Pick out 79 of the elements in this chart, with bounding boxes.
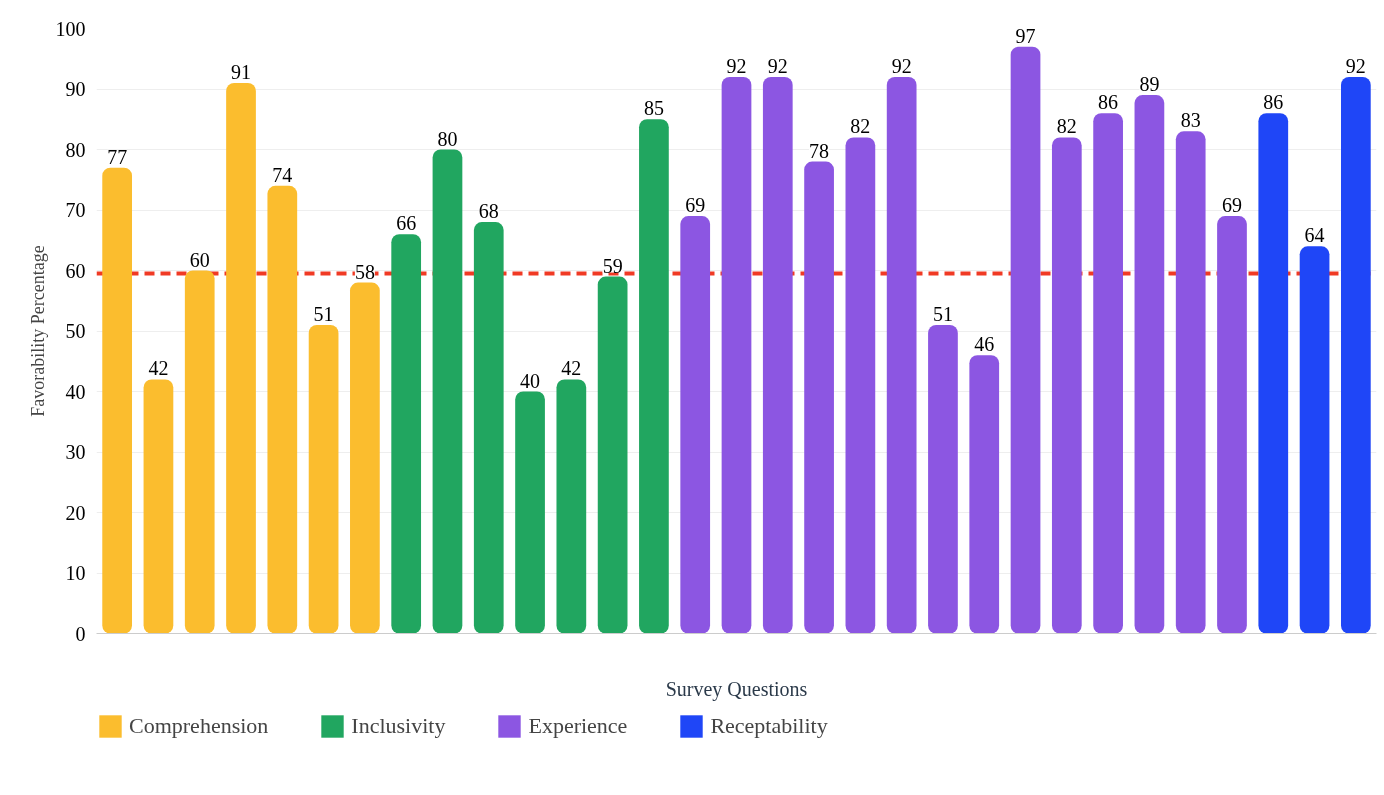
bar bbox=[639, 119, 669, 634]
legend-label: Comprehension bbox=[129, 713, 269, 739]
bar bbox=[391, 234, 422, 634]
data-label: 86 bbox=[1098, 91, 1119, 114]
data-label: 60 bbox=[189, 248, 210, 271]
y-tick-label: 100 bbox=[55, 17, 86, 40]
data-label: 51 bbox=[313, 302, 334, 325]
bar bbox=[350, 282, 380, 634]
bar bbox=[1134, 95, 1165, 634]
bar bbox=[721, 76, 752, 634]
data-label: 78 bbox=[809, 139, 830, 162]
data-label: 92 bbox=[1345, 54, 1366, 77]
data-label: 42 bbox=[148, 357, 169, 380]
x-axis-title: Survey Questions bbox=[665, 677, 808, 701]
bar bbox=[226, 82, 256, 634]
legend-label: Receptability bbox=[710, 713, 828, 739]
bar bbox=[1299, 246, 1330, 634]
bar bbox=[1093, 113, 1123, 634]
data-label: 66 bbox=[396, 212, 417, 235]
legend-label: Inclusivity bbox=[351, 713, 446, 739]
data-label: 68 bbox=[478, 200, 499, 223]
bar bbox=[762, 76, 793, 634]
data-label: 82 bbox=[850, 115, 871, 138]
bar bbox=[1051, 137, 1082, 634]
bar bbox=[432, 149, 463, 634]
y-tick-label: 40 bbox=[65, 380, 86, 403]
bar bbox=[886, 76, 917, 634]
y-axis-title: Favorability Percentage bbox=[27, 245, 48, 417]
data-label: 89 bbox=[1139, 73, 1160, 96]
bar bbox=[308, 324, 339, 634]
data-label: 97 bbox=[1015, 24, 1036, 47]
bar bbox=[597, 276, 628, 634]
data-label: 59 bbox=[602, 254, 623, 277]
y-tick-label: 80 bbox=[65, 138, 86, 161]
bar bbox=[473, 222, 504, 634]
data-label: 85 bbox=[643, 97, 664, 120]
bar bbox=[143, 379, 174, 634]
data-label: 69 bbox=[1221, 194, 1242, 217]
data-label: 77 bbox=[107, 145, 128, 168]
data-label: 64 bbox=[1304, 224, 1325, 247]
data-label: 86 bbox=[1263, 91, 1284, 114]
bar bbox=[1340, 76, 1371, 634]
bar bbox=[1258, 113, 1289, 634]
data-label: 69 bbox=[685, 194, 706, 217]
bar bbox=[556, 379, 587, 634]
data-label: 42 bbox=[561, 357, 582, 380]
bar bbox=[845, 137, 876, 634]
bar bbox=[515, 391, 545, 634]
bar bbox=[184, 270, 215, 634]
data-label: 58 bbox=[354, 260, 375, 283]
data-label: 92 bbox=[726, 54, 747, 77]
data-label: 40 bbox=[520, 369, 541, 392]
y-tick-label: 60 bbox=[65, 259, 86, 282]
legend-label: Experience bbox=[528, 713, 628, 739]
data-label: 83 bbox=[1180, 109, 1201, 132]
y-tick-label: 70 bbox=[65, 199, 86, 221]
data-label: 80 bbox=[437, 127, 458, 150]
y-tick-label: 0 bbox=[75, 622, 86, 645]
bar bbox=[680, 216, 711, 634]
bar bbox=[102, 167, 133, 634]
y-tick-label: 20 bbox=[65, 501, 86, 524]
data-label: 74 bbox=[272, 163, 293, 186]
bar bbox=[1175, 131, 1206, 634]
bar bbox=[1010, 46, 1041, 634]
bar bbox=[804, 161, 834, 634]
bar bbox=[267, 185, 298, 634]
data-label: 92 bbox=[767, 54, 788, 77]
bar bbox=[928, 324, 958, 634]
data-label: 46 bbox=[974, 333, 995, 356]
y-tick-label: 10 bbox=[65, 562, 86, 584]
data-label: 91 bbox=[231, 60, 252, 83]
data-label: 92 bbox=[891, 54, 912, 77]
y-tick-label: 50 bbox=[65, 320, 86, 342]
y-tick-label: 90 bbox=[65, 78, 86, 100]
data-label: 82 bbox=[1056, 115, 1077, 138]
bar bbox=[969, 355, 1000, 634]
data-label: 51 bbox=[932, 302, 953, 325]
bar bbox=[1217, 216, 1247, 634]
y-tick-label: 30 bbox=[65, 441, 86, 463]
